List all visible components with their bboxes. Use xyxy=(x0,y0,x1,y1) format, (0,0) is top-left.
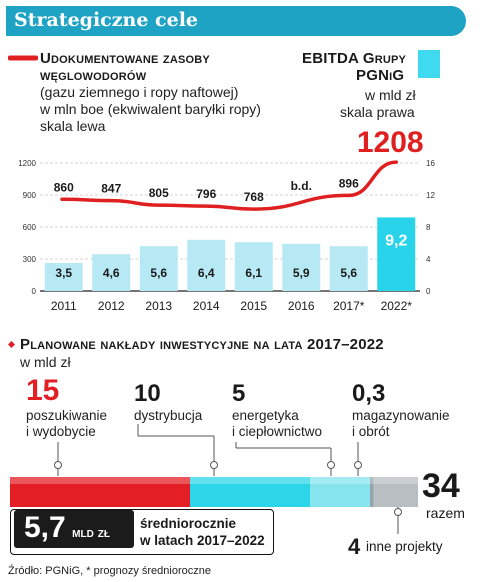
cat2-value: 10 xyxy=(134,380,161,407)
line-value-label: b.d. xyxy=(291,179,312,193)
header-bar xyxy=(6,6,466,36)
bar-value-label: 9,2 xyxy=(385,232,407,249)
cat2-marker xyxy=(210,461,218,469)
bar xyxy=(377,217,416,291)
legend-bar-title-2: PGNiG xyxy=(356,67,405,84)
total-label: razem xyxy=(426,505,465,521)
cat4-label-1: magazynowanie xyxy=(352,408,450,423)
cat4-marker xyxy=(354,461,362,469)
legend-bar-sub-2: skala prawa xyxy=(340,104,415,120)
legend-line-swatch xyxy=(8,55,38,61)
investment-stacked-bar xyxy=(10,477,418,507)
bar xyxy=(282,243,321,291)
line-value-label: 1208 xyxy=(357,126,424,159)
y-right-tick-label: 4 xyxy=(426,255,431,264)
bar-value-label: 3,5 xyxy=(55,266,72,280)
x-tick-label: 2013 xyxy=(145,299,172,313)
bar xyxy=(329,246,368,291)
x-tick-label: 2015 xyxy=(240,299,267,313)
page-title: Strategiczne cele xyxy=(14,9,199,31)
stack-segment xyxy=(370,477,374,507)
y-left-tick-label: 300 xyxy=(23,255,37,264)
stack-segment xyxy=(373,477,418,507)
x-tick-label: 2016 xyxy=(288,299,315,313)
section2-title: Planowane nakłady inwestycyjne na lata 2… xyxy=(20,336,384,353)
y-right-tick-label: 8 xyxy=(426,223,431,232)
legend-bar-title-1: EBITDA Grupy xyxy=(302,50,407,67)
bar xyxy=(234,242,273,291)
cat1-label-1: poszukiwanie xyxy=(26,408,108,423)
legend-line-sub-2: w mln boe (ekwiwalent baryłki ropy) xyxy=(40,101,261,117)
bar xyxy=(92,254,131,291)
stack-segment xyxy=(10,477,190,507)
cat3-value: 5 xyxy=(232,380,246,407)
bar xyxy=(187,239,226,291)
legend-line-title-1: Udokumentowane zasoby xyxy=(40,50,210,67)
combo-chart: 0 300 600 900 1200 0 4 8 12 16 3,5 2011 4,6 2012 5,6 20… xyxy=(18,126,435,313)
legend-bar-swatch xyxy=(418,50,440,78)
stack-segment xyxy=(310,477,370,507)
average-value: 5,7 xyxy=(24,511,66,544)
average-label-1: średniorocznie xyxy=(140,516,237,531)
cat1-label-2: i wydobycie xyxy=(26,424,96,439)
y-right-tick-label: 16 xyxy=(426,159,435,168)
average-value-box xyxy=(14,510,134,548)
bar-value-label: 6,4 xyxy=(198,266,215,280)
y-right-tick-label: 12 xyxy=(426,191,435,200)
x-tick-label: 2012 xyxy=(98,299,125,313)
stack-highlight xyxy=(10,477,418,484)
x-tick-label: 2017* xyxy=(333,299,365,313)
average-label-2: w latach 2017–2022 xyxy=(140,533,265,548)
other-label: inne projekty xyxy=(366,539,443,554)
source-note: Źródło: PGNiG, * prognozy średnioroczne xyxy=(8,565,211,577)
line-value-label: 860 xyxy=(54,180,74,194)
total-value: 34 xyxy=(422,467,460,505)
y-left-tick-label: 0 xyxy=(32,287,37,296)
line-value-label: 805 xyxy=(149,186,169,200)
other-marker xyxy=(394,508,402,516)
line-value-label: 847 xyxy=(101,182,121,196)
average-unit: mld zł xyxy=(72,524,110,540)
stack-segment xyxy=(190,477,310,507)
cat4-value: 0,3 xyxy=(352,380,386,407)
legend-line-sub-3: skala lewa xyxy=(40,118,106,134)
y-right-tick-label: 0 xyxy=(426,287,431,296)
cat1-value: 15 xyxy=(26,374,60,407)
cat2-label-1: dystrybucja xyxy=(134,408,203,423)
bar xyxy=(44,263,83,291)
bar-value-label: 5,9 xyxy=(293,266,310,280)
cat3-label-2: i ciepłownictwo xyxy=(232,424,323,439)
cat3-marker xyxy=(327,461,335,469)
other-value: 4 xyxy=(348,534,361,559)
bar-value-label: 4,6 xyxy=(103,266,120,280)
section2-unit: w mld zł xyxy=(20,354,71,370)
x-tick-label: 2011 xyxy=(51,299,77,313)
legend-bar-sub-1: w mld zł xyxy=(365,87,416,103)
cat1-marker xyxy=(54,461,62,469)
average-value-text: 5,7 mld zł xyxy=(24,511,110,545)
cat4-label-2: i obrót xyxy=(352,424,390,439)
y-left-tick-label: 600 xyxy=(23,223,37,232)
line-series xyxy=(60,160,398,211)
bar-value-label: 6,1 xyxy=(245,266,262,280)
cat3-label-1: energetyka xyxy=(232,408,299,423)
x-tick-label: 2022* xyxy=(381,299,413,313)
bar xyxy=(139,246,178,291)
average-label: średniorocznie w latach 2017–2022 xyxy=(140,515,265,549)
line-value-label: 896 xyxy=(339,176,359,190)
bullet-icon xyxy=(8,341,15,348)
line-value-label: 768 xyxy=(244,190,264,204)
legend-line-title-2: węglowodorów xyxy=(40,67,147,84)
y-left-tick-label: 1200 xyxy=(18,159,36,168)
bar-value-label: 5,6 xyxy=(340,266,357,280)
legend-line-sub-1: (gazu ziemnego i ropy naftowej) xyxy=(40,84,239,100)
line-value-label: 796 xyxy=(196,187,216,201)
x-tick-label: 2014 xyxy=(193,299,220,313)
bar-value-label: 5,6 xyxy=(150,266,167,280)
y-left-tick-label: 900 xyxy=(23,191,37,200)
